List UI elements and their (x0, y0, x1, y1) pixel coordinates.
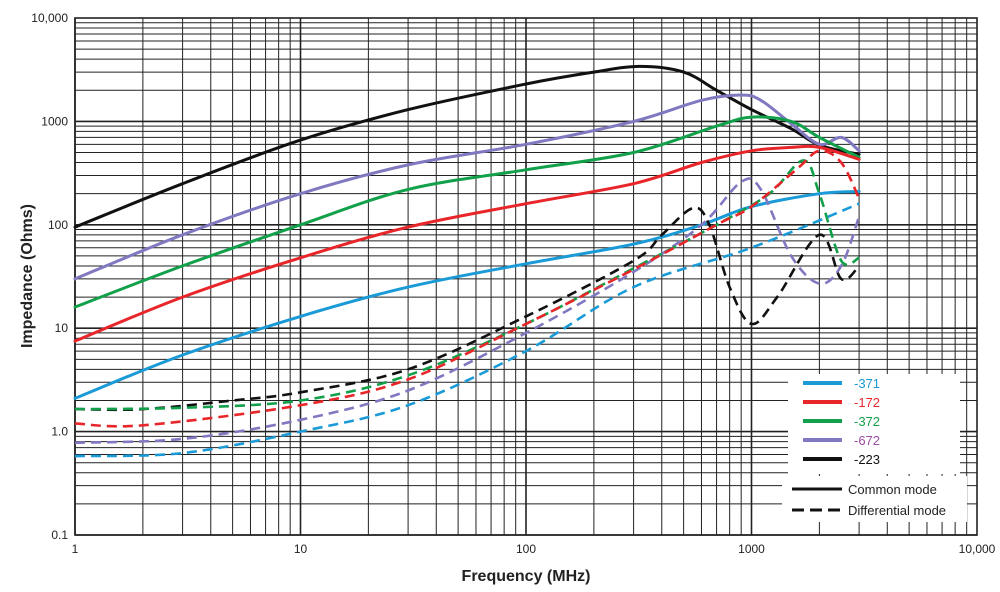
series-line-common-p372 (73, 115, 861, 309)
plot-frame (74, 17, 978, 536)
series-line-common-p172 (73, 144, 861, 343)
x-tick-label: 10,000 (959, 542, 996, 556)
x-tick-label: 1000 (738, 542, 765, 556)
legend-label: -372 (854, 414, 880, 429)
y-tick-label: 1.0 (51, 425, 68, 439)
legend-mode-label: Common mode (848, 482, 937, 497)
y-tick-label: 100 (48, 218, 68, 232)
y-tick-label: 0.1 (51, 528, 68, 542)
legend-mode-label: Differential mode (848, 503, 946, 518)
x-tick-label: 100 (516, 542, 536, 556)
y-tick-label: 10 (55, 321, 69, 335)
legend-label: -672 (854, 433, 880, 448)
x-tick-label: 1 (72, 542, 79, 556)
tick-labels: 1 10 100 1000 10,000 10,000 1000 100 10 1.0 0.1 (31, 11, 995, 556)
y-tick-label: 10,000 (31, 11, 68, 25)
legend: -371 -172 -372 -672 -223 Common mode Different… (782, 374, 967, 522)
legend-label: -223 (854, 452, 880, 467)
series-line-common-p672 (73, 93, 861, 281)
curves (73, 64, 861, 458)
legend-label: -172 (854, 395, 880, 410)
y-tick-label: 1000 (41, 114, 68, 128)
x-axis-label: Frequency (MHz) (462, 568, 591, 585)
legend-label: -371 (854, 376, 880, 391)
series-line-differential-p672 (74, 177, 861, 445)
series-line-differential-p172 (74, 149, 861, 428)
legend-modes-box (782, 476, 967, 522)
y-axis-label: Impedance (Ohms) (19, 204, 36, 348)
series-line-common-p223 (73, 64, 861, 229)
x-tick-label: 10 (294, 542, 308, 556)
series-line-common-p371 (73, 190, 861, 400)
